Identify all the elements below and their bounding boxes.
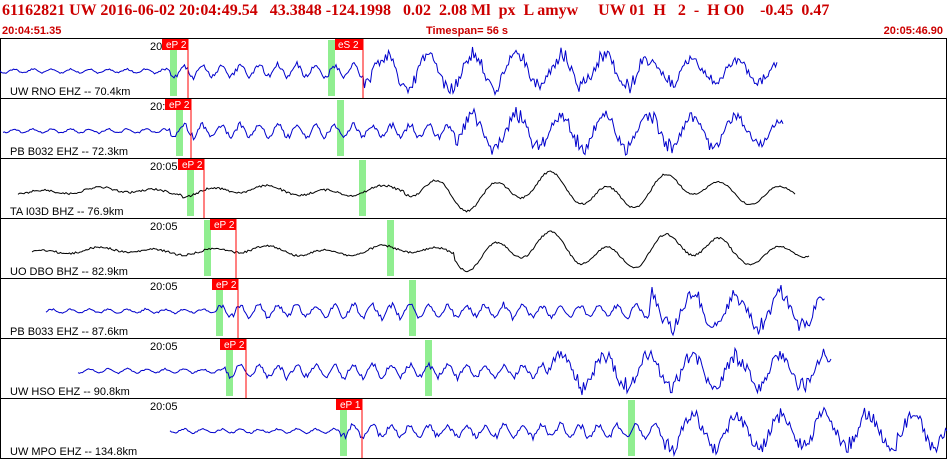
s-phase-marker <box>425 340 432 396</box>
station-label: PB B033 EHZ -- 87.6km <box>10 326 128 338</box>
s-phase-marker <box>337 100 344 156</box>
s-pick-label: eS 2 <box>338 40 359 51</box>
p-pick-flag[interactable] <box>220 339 246 350</box>
p-phase-marker <box>216 280 223 336</box>
p-pick-label: eP 2 <box>166 40 187 51</box>
p-phase-marker <box>340 400 347 456</box>
p-pick-label: eP 2 <box>182 160 203 171</box>
waveform-trace <box>45 284 825 337</box>
seismogram-panels: 20:05 eP 2 eS 2 UW RNO EHZ -- 70.4km 20:05 eP… <box>0 38 947 459</box>
station-label: UW MPO EHZ -- 134.8km <box>10 446 137 458</box>
panel-border <box>0 278 947 339</box>
panel-border <box>0 158 947 219</box>
p-pick-flag[interactable] <box>210 219 236 230</box>
time-tick-label: 20:05 <box>150 281 178 293</box>
p-phase-marker <box>187 160 194 216</box>
p-phase-marker <box>226 340 233 396</box>
window-end-time: 20:05:46.90 <box>883 25 943 37</box>
time-tick-label: 20:05 <box>150 161 178 173</box>
waveform-trace <box>77 346 832 396</box>
p-pick-flag[interactable] <box>336 399 362 410</box>
waveform-trace <box>169 406 947 457</box>
waveform-trace <box>31 230 810 273</box>
s-phase-marker <box>359 160 366 216</box>
time-tick-label: 20:05 <box>150 221 178 233</box>
p-pick-flag[interactable] <box>178 159 204 170</box>
station-label: PB B032 EHZ -- 72.3km <box>10 146 128 158</box>
panel-border <box>0 38 947 99</box>
trace-panel[interactable]: 20:05 eP 2 TA I03D BHZ -- 76.9km <box>0 158 947 219</box>
p-pick-flag[interactable] <box>165 99 191 110</box>
p-pick-label: eP 1 <box>340 400 361 411</box>
p-pick-label: eP 2 <box>224 340 245 351</box>
time-tick-label: 20:05 <box>150 341 178 353</box>
station-label: UO DBO BHZ -- 82.9km <box>10 266 128 278</box>
trace-panel[interactable]: 20:05 eP 1 UW MPO EHZ -- 134.8km <box>0 398 947 459</box>
window-start-time: 20:04:51.35 <box>2 25 62 37</box>
p-phase-marker <box>176 100 183 156</box>
s-phase-marker <box>409 280 416 336</box>
station-label: UW HSO EHZ -- 90.8km <box>10 386 130 398</box>
panel-border <box>0 98 947 159</box>
p-pick-label: eP 2 <box>169 100 190 111</box>
panel-border <box>0 398 947 459</box>
trace-panel[interactable]: 20:05 eP 2 UO DBO BHZ -- 82.9km <box>0 218 947 279</box>
waveform-trace <box>17 170 796 213</box>
time-tick-label: 20:05 <box>150 401 178 413</box>
panel-border <box>0 218 947 279</box>
timespan-label: Timespan= 56 s <box>426 25 509 37</box>
s-phase-marker <box>387 220 394 276</box>
event-summary-title: 61162821 UW 2016-06-02 20:04:49.54 43.38… <box>2 2 830 19</box>
p-pick-flag[interactable] <box>162 39 188 50</box>
station-label: TA I03D BHZ -- 76.9km <box>10 206 124 218</box>
waveform-trace <box>0 46 778 97</box>
s-phase-marker <box>628 400 635 456</box>
p-phase-marker <box>204 220 211 276</box>
trace-panel[interactable]: 20:05 eP 2 PB B033 EHZ -- 87.6km <box>0 278 947 339</box>
waveform-trace <box>2 107 784 156</box>
p-pick-label: eP 2 <box>214 220 235 231</box>
p-pick-flag[interactable] <box>212 279 238 290</box>
trace-panel[interactable]: 20:05 eP 2 UW HSO EHZ -- 90.8km <box>0 338 947 399</box>
s-pick-flag[interactable] <box>335 39 363 50</box>
event-header: 61162821 UW 2016-06-02 20:04:49.54 43.38… <box>0 0 947 38</box>
p-phase-marker <box>170 40 177 96</box>
p-pick-label: eP 2 <box>216 280 237 291</box>
station-label: UW RNO EHZ -- 70.4km <box>10 86 130 98</box>
